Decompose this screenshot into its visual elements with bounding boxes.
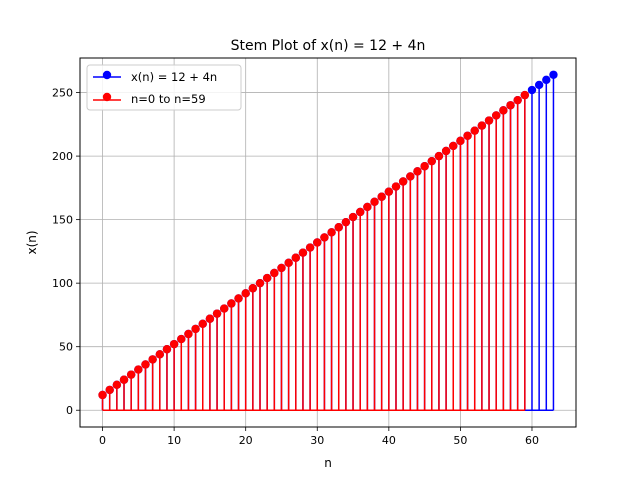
stem-marker xyxy=(184,329,193,339)
stem-marker xyxy=(334,223,343,232)
stem-marker xyxy=(441,146,451,156)
stem-marker xyxy=(198,319,207,329)
stem-marker xyxy=(363,202,372,212)
stem-marker xyxy=(270,268,279,278)
stem-marker xyxy=(341,217,351,227)
stem-marker xyxy=(220,304,229,313)
y-axis-ticks: 0 50 100 150 200 250 xyxy=(52,87,80,417)
legend-label-blue: x(n) = 12 + 4n xyxy=(131,70,217,84)
legend-box xyxy=(86,64,242,111)
stem-marker xyxy=(277,263,286,273)
stem-marker xyxy=(119,375,129,384)
stem-marker xyxy=(105,385,114,395)
stem-marker xyxy=(398,177,408,186)
stem-marker xyxy=(370,197,379,207)
x-tick-label: 10 xyxy=(167,434,181,447)
stem-marker xyxy=(434,151,444,161)
stem-marker xyxy=(513,95,522,105)
stem-marker xyxy=(384,187,394,196)
stem-marker xyxy=(255,278,265,288)
stem-marker xyxy=(520,90,530,100)
stem-marker xyxy=(484,116,494,125)
stem-marker xyxy=(112,380,122,390)
stem-marker xyxy=(162,345,172,354)
stem-marker xyxy=(284,258,293,268)
stem-marker xyxy=(169,339,179,349)
series-layer xyxy=(98,70,558,411)
legend-marker-blue xyxy=(102,70,112,80)
stem-marker xyxy=(449,141,458,151)
stem-marker xyxy=(305,243,315,252)
stem-marker xyxy=(491,111,501,120)
stem-marker xyxy=(427,156,436,166)
x-tick-label: 50 xyxy=(453,434,467,447)
y-axis-label: x(n) xyxy=(25,230,39,254)
legend-label-red: n=0 to n=59 xyxy=(131,92,206,106)
stem-marker xyxy=(313,238,322,247)
stem-marker xyxy=(391,182,401,191)
stem-marker xyxy=(134,365,143,374)
stem-marker xyxy=(177,334,186,344)
x-axis-label: n xyxy=(324,456,332,470)
stem-marker xyxy=(191,324,200,334)
stem-marker xyxy=(234,294,243,303)
x-tick-label: 40 xyxy=(382,434,396,447)
stem-marker xyxy=(456,136,465,146)
y-tick-label: 0 xyxy=(66,404,73,417)
stem-marker xyxy=(205,314,215,323)
stem-marker xyxy=(549,70,558,79)
stem-marker xyxy=(291,253,300,262)
stem-marker xyxy=(413,167,422,176)
x-axis-ticks: 0 10 20 30 40 50 60 xyxy=(99,427,539,447)
x-tick-label: 0 xyxy=(99,434,106,447)
y-tick-label: 100 xyxy=(52,277,73,290)
x-tick-label: 20 xyxy=(239,434,253,447)
stem-marker xyxy=(348,212,358,222)
chart-title: Stem Plot of x(n) = 12 + 4n xyxy=(231,38,426,54)
stem-marker xyxy=(420,162,429,171)
stem-marker xyxy=(141,360,150,369)
stem-marker xyxy=(212,309,222,318)
stem-marker xyxy=(377,192,386,201)
stem-marker xyxy=(477,121,487,130)
x-tick-label: 30 xyxy=(310,434,324,447)
stem-marker xyxy=(534,80,544,90)
stem-marker xyxy=(126,370,136,379)
legend-marker-red xyxy=(102,92,112,102)
stem-marker xyxy=(148,355,157,364)
stem-marker xyxy=(506,101,515,110)
stem-marker xyxy=(98,390,107,400)
stem-marker xyxy=(155,350,165,359)
stem-marker xyxy=(262,273,272,283)
stem-marker xyxy=(527,85,537,95)
stem-marker xyxy=(320,233,329,242)
stem-marker xyxy=(227,299,236,308)
y-tick-label: 200 xyxy=(52,150,73,163)
stem-marker xyxy=(499,106,508,115)
stem-marker xyxy=(248,284,258,293)
stem-marker xyxy=(463,131,472,140)
stem-marker xyxy=(470,126,479,135)
plot-frame xyxy=(79,57,577,428)
stem-marker xyxy=(327,228,336,237)
stem-marker xyxy=(542,75,551,85)
x-tick-label: 60 xyxy=(525,434,539,447)
y-tick-label: 50 xyxy=(59,341,73,354)
y-tick-label: 250 xyxy=(52,87,73,100)
stem-marker xyxy=(298,248,308,257)
stem-marker xyxy=(356,207,365,217)
legend: x(n) = 12 + 4n n=0 to n=59 xyxy=(86,64,242,111)
stem-marker xyxy=(406,172,415,181)
stem-marker xyxy=(241,289,250,298)
series-1 xyxy=(98,90,530,411)
y-tick-label: 150 xyxy=(52,214,73,227)
